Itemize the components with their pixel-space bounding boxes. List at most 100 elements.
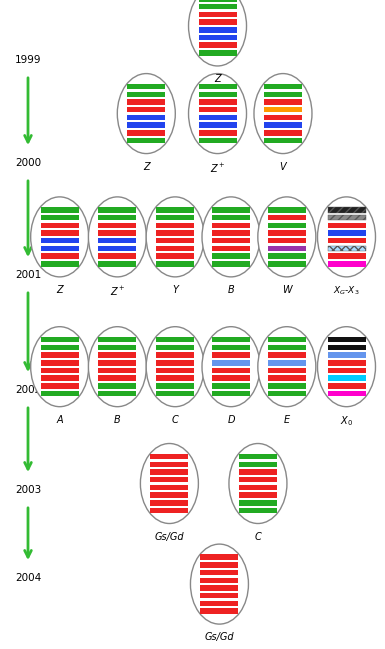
Ellipse shape	[318, 197, 375, 277]
Bar	[99, 215, 136, 221]
Bar	[199, 12, 236, 17]
Text: Gs/Gd: Gs/Gd	[155, 532, 184, 541]
Bar	[268, 360, 306, 365]
Bar	[328, 352, 365, 358]
Bar	[268, 207, 306, 213]
Bar	[199, 0, 236, 2]
Bar	[264, 92, 302, 97]
Text: W: W	[282, 285, 292, 295]
Bar	[156, 215, 194, 221]
Bar	[127, 92, 165, 97]
Bar	[41, 391, 79, 397]
Bar	[212, 360, 250, 365]
Bar	[201, 578, 238, 583]
Bar	[41, 345, 79, 350]
Bar	[41, 368, 79, 373]
Bar	[156, 253, 194, 259]
Bar	[41, 253, 79, 259]
Text: 1999: 1999	[15, 55, 41, 65]
Ellipse shape	[189, 0, 246, 66]
Ellipse shape	[31, 197, 89, 277]
Bar	[41, 238, 79, 243]
Ellipse shape	[89, 197, 146, 277]
Bar	[99, 230, 136, 236]
Bar	[328, 368, 365, 373]
Bar	[212, 215, 250, 221]
Text: A: A	[56, 415, 63, 424]
Bar	[41, 230, 79, 236]
Text: Z: Z	[214, 74, 221, 84]
Bar	[328, 383, 365, 389]
Ellipse shape	[258, 326, 316, 407]
Text: Z: Z	[143, 162, 150, 171]
Ellipse shape	[146, 197, 204, 277]
Bar	[268, 337, 306, 343]
Bar	[156, 345, 194, 350]
Bar	[99, 368, 136, 373]
Bar	[199, 4, 236, 10]
Bar	[151, 477, 188, 482]
Bar	[212, 223, 250, 228]
Bar	[264, 84, 302, 90]
Bar	[199, 107, 236, 112]
Bar	[328, 253, 365, 259]
Bar	[328, 207, 365, 213]
Bar	[212, 238, 250, 243]
Bar	[199, 50, 236, 56]
Bar	[151, 493, 188, 498]
Bar	[201, 608, 238, 614]
Ellipse shape	[141, 443, 198, 524]
Bar	[41, 383, 79, 389]
Bar	[41, 207, 79, 213]
Bar	[156, 391, 194, 397]
Text: $X_0$: $X_0$	[340, 415, 353, 428]
Bar	[41, 246, 79, 251]
Bar	[156, 360, 194, 365]
Ellipse shape	[89, 326, 146, 407]
Ellipse shape	[202, 197, 260, 277]
Bar	[201, 593, 238, 598]
Bar	[199, 19, 236, 25]
Bar	[156, 352, 194, 358]
Bar	[199, 115, 236, 120]
Bar	[127, 138, 165, 143]
Bar	[328, 376, 365, 381]
Text: V: V	[280, 162, 286, 171]
Bar	[151, 469, 188, 474]
Bar	[239, 493, 277, 498]
Ellipse shape	[318, 326, 375, 407]
Bar	[127, 107, 165, 112]
Bar	[268, 352, 306, 358]
Bar	[41, 261, 79, 267]
Bar	[199, 27, 236, 32]
Ellipse shape	[191, 544, 248, 624]
Text: 2000: 2000	[15, 158, 41, 168]
Bar	[212, 253, 250, 259]
Bar	[99, 238, 136, 243]
Bar	[268, 238, 306, 243]
Bar	[99, 207, 136, 213]
Bar	[264, 123, 302, 128]
Bar	[99, 223, 136, 228]
Bar	[268, 391, 306, 397]
Bar	[328, 360, 365, 365]
Bar	[212, 261, 250, 267]
Bar	[151, 454, 188, 459]
Bar	[328, 391, 365, 397]
Bar	[156, 223, 194, 228]
Bar	[212, 345, 250, 350]
Bar	[239, 461, 277, 467]
Text: $X_G$-$X_3$: $X_G$-$X_3$	[333, 285, 360, 297]
Bar	[151, 485, 188, 490]
Bar	[127, 123, 165, 128]
Bar	[156, 337, 194, 343]
Bar	[264, 138, 302, 143]
Text: D: D	[227, 415, 235, 424]
Text: Y: Y	[172, 285, 178, 295]
Text: C: C	[254, 532, 261, 541]
Bar	[212, 246, 250, 251]
Bar	[264, 115, 302, 120]
Text: Gs/Gd: Gs/Gd	[205, 632, 234, 642]
Bar	[151, 500, 188, 506]
Bar	[156, 207, 194, 213]
